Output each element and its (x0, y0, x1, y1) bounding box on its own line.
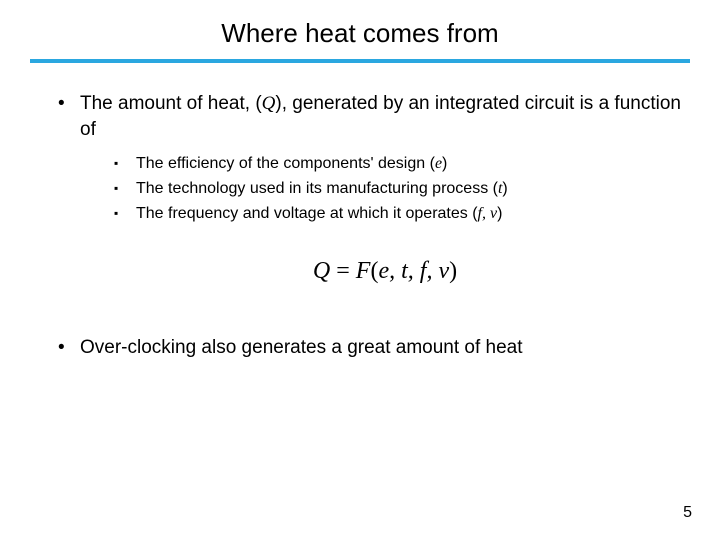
sub-item-3: The frequency and voltage at which it op… (114, 202, 690, 227)
sub-3-end: ) (497, 205, 502, 222)
bullet-list: The amount of heat, (Q), generated by an… (30, 91, 690, 361)
sub-1-text: The efficiency of the components' design… (136, 155, 435, 172)
sub-item-2: The technology used in its manufacturing… (114, 177, 690, 202)
slide-title: Where heat comes from (30, 18, 690, 57)
spacer (80, 315, 690, 325)
eq-args: e, t, f, v (378, 258, 449, 284)
sub-3-text: The frequency and voltage at which it op… (136, 205, 478, 222)
sub-1-end: ) (442, 155, 447, 172)
bullet-1-symbol: Q (262, 93, 276, 114)
page-number: 5 (683, 504, 692, 522)
bullet-2-text: Over-clocking also generates a great amo… (80, 337, 523, 358)
eq-Q: Q (313, 258, 330, 284)
eq-F: F (356, 258, 371, 284)
sub-1-var: e (435, 155, 442, 172)
bullet-item-1: The amount of heat, (Q), generated by an… (58, 91, 690, 325)
sub-2-end: ) (502, 180, 507, 197)
sub-3-var: f, v (478, 205, 498, 222)
slide: Where heat comes from The amount of heat… (0, 0, 720, 540)
bullet-item-2: Over-clocking also generates a great amo… (58, 335, 690, 361)
equation: Q = F(e, t, f, v) (80, 255, 690, 287)
eq-equals: = (330, 258, 356, 284)
bullet-1-lead: The amount of heat, ( (80, 93, 262, 114)
eq-close: ) (449, 258, 457, 284)
sub-2-text: The technology used in its manufacturing… (136, 180, 498, 197)
sub-item-1: The efficiency of the components' design… (114, 152, 690, 177)
sub-bullet-list: The efficiency of the components' design… (80, 152, 690, 226)
slide-body: The amount of heat, (Q), generated by an… (30, 91, 690, 361)
title-underline (30, 59, 690, 63)
